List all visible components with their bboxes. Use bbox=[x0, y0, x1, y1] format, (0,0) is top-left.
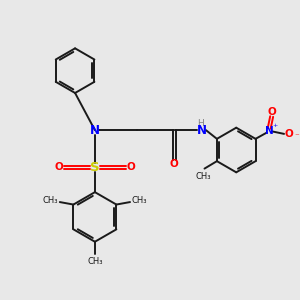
Text: CH₃: CH₃ bbox=[87, 257, 103, 266]
Text: O: O bbox=[170, 159, 178, 169]
Text: N: N bbox=[265, 126, 274, 136]
Text: O: O bbox=[55, 162, 63, 172]
Text: S: S bbox=[90, 161, 100, 174]
Text: O: O bbox=[267, 106, 276, 117]
Text: N: N bbox=[196, 124, 206, 137]
Text: CH₃: CH₃ bbox=[42, 196, 58, 205]
Text: ⁻: ⁻ bbox=[295, 132, 299, 141]
Text: CH₃: CH₃ bbox=[132, 196, 148, 205]
Text: N: N bbox=[90, 124, 100, 137]
Text: CH₃: CH₃ bbox=[196, 172, 211, 181]
Text: H: H bbox=[197, 119, 204, 128]
Text: O: O bbox=[285, 129, 293, 139]
Text: O: O bbox=[127, 162, 135, 172]
Text: +: + bbox=[272, 123, 278, 128]
